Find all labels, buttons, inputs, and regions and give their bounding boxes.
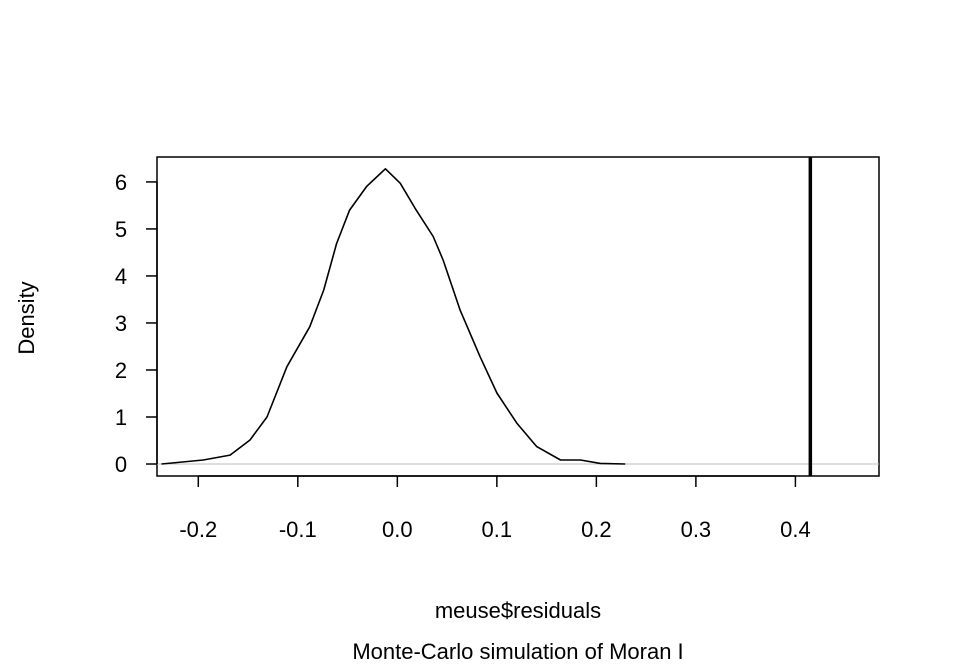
chart-subtitle: Monte-Carlo simulation of Moran I xyxy=(352,639,683,664)
y-axis-label: Density xyxy=(14,281,39,354)
y-tick-label: 2 xyxy=(115,358,127,383)
x-tick-label: 0.4 xyxy=(780,517,811,542)
x-tick-label: 0.0 xyxy=(382,517,413,542)
x-tick-label: -0.1 xyxy=(279,517,317,542)
plot-box xyxy=(156,156,880,477)
y-tick-label: 5 xyxy=(115,217,127,242)
x-axis-label: meuse$residuals xyxy=(435,598,601,623)
y-tick-label: 4 xyxy=(115,264,127,289)
x-axis: -0.2 -0.1 0.0 0.1 0.2 0.3 0.4 xyxy=(179,475,811,542)
x-tick-label: 0.3 xyxy=(681,517,712,542)
y-axis: 0 1 2 3 4 5 6 xyxy=(115,170,158,477)
x-tick-label: 0.1 xyxy=(482,517,513,542)
y-tick-label: 1 xyxy=(115,405,127,430)
y-tick-label: 0 xyxy=(115,452,127,477)
x-tick-label: -0.2 xyxy=(179,517,217,542)
density-curve xyxy=(161,168,626,465)
x-tick-label: 0.2 xyxy=(581,517,612,542)
y-tick-label: 6 xyxy=(115,170,127,195)
y-tick-label: 3 xyxy=(115,311,127,336)
